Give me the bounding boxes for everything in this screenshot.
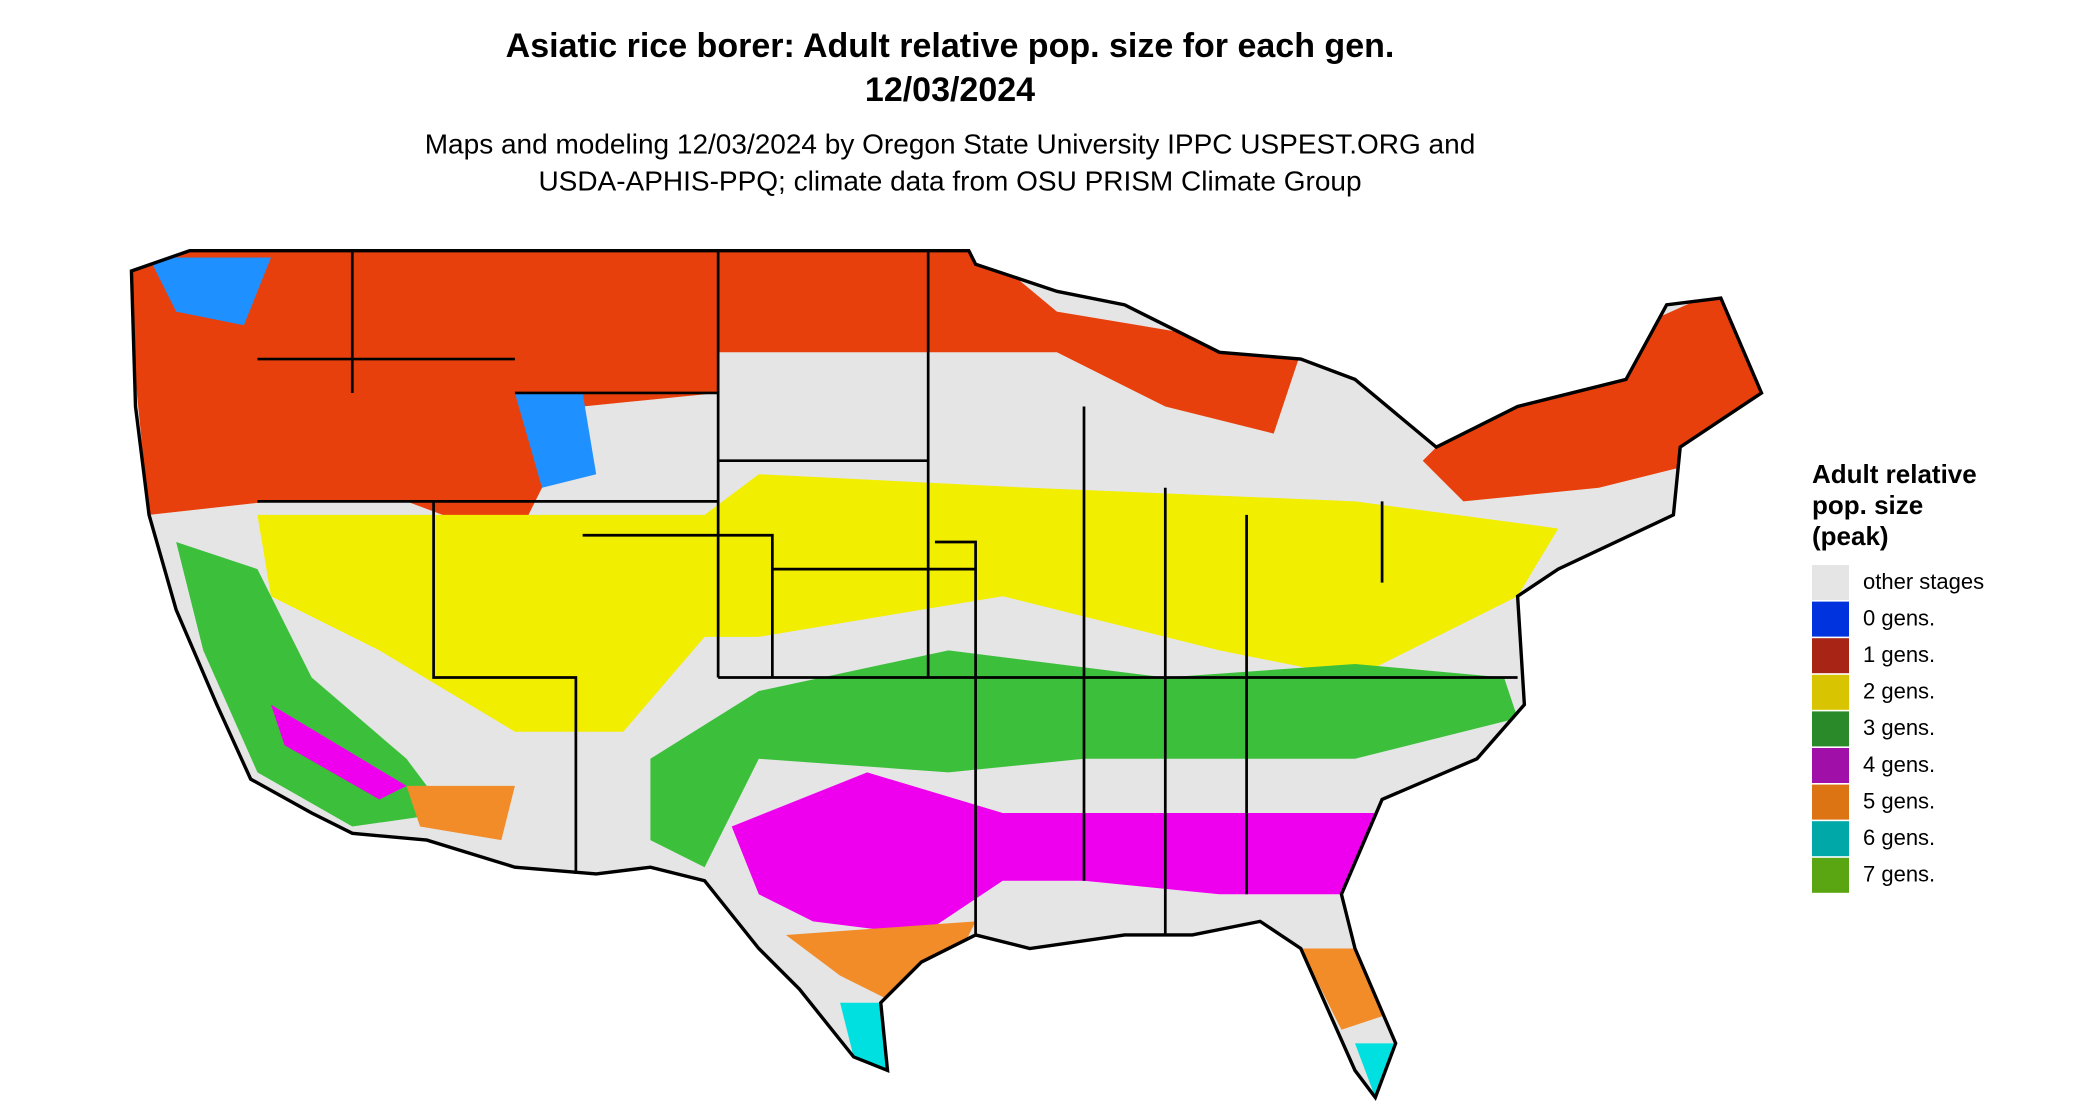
us-map [129, 248, 1764, 1100]
legend-label: 1 gens. [1863, 642, 1935, 667]
legend-swatch [1812, 857, 1849, 893]
legend-label: other stages [1863, 569, 1984, 594]
legend-swatch [1812, 821, 1849, 857]
legend-label: 7 gens. [1863, 862, 1935, 887]
legend-label: 5 gens. [1863, 788, 1935, 813]
region-6gen [840, 1002, 1396, 1098]
region-3gen [176, 542, 1518, 868]
legend-swatch [1812, 748, 1849, 783]
legend-label: 3 gens. [1863, 715, 1935, 740]
region-2gen [257, 474, 1559, 732]
state-line [257, 250, 1518, 935]
region-1gen [718, 250, 1301, 434]
legend-title: Adult relative [1812, 459, 1977, 489]
legend-swatch [1812, 711, 1849, 747]
title: Asiatic rice borer: Adult relative pop. … [506, 27, 1395, 65]
legend-swatch [1812, 565, 1849, 600]
legend-swatch [1812, 784, 1849, 820]
legend-title: pop. size [1812, 490, 1923, 520]
regions [131, 250, 1762, 1098]
legend-label: 2 gens. [1863, 679, 1935, 704]
legend-label: 0 gens. [1863, 605, 1935, 630]
subtitle: Maps and modeling 12/03/2024 by Oregon S… [425, 128, 1476, 159]
region-1gen [131, 250, 719, 543]
legend-label: 4 gens. [1863, 752, 1935, 777]
legend-swatch [1812, 638, 1849, 674]
region-4gen [271, 704, 1383, 935]
legend-label: 6 gens. [1863, 825, 1935, 850]
legend-swatch [1812, 674, 1849, 710]
subtitle: USDA-APHIS-PPQ; climate data from OSU PR… [538, 165, 1361, 196]
date: 12/03/2024 [865, 71, 1035, 109]
legend-swatch [1812, 601, 1849, 637]
legend-title: (peak) [1812, 521, 1889, 551]
region-5gen [406, 785, 1383, 1030]
